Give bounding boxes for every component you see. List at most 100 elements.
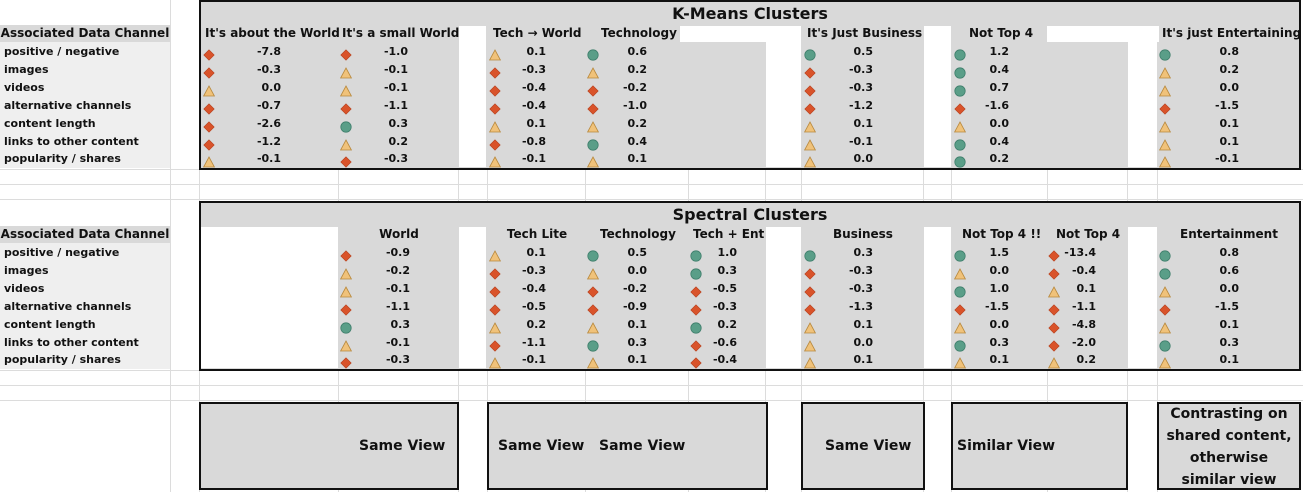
triangle-icon <box>953 265 967 280</box>
spectral-column-header: Tech + Ent <box>693 227 765 241</box>
kmeans-column-header: It's a small World <box>342 26 460 40</box>
diamond-icon <box>489 265 501 280</box>
spectral-cell-value: -1.1 <box>521 335 546 349</box>
spectral-cell-value: -0.4 <box>712 353 737 367</box>
diamond-icon <box>804 100 816 115</box>
kmeans-cell-value: -7.8 <box>256 45 281 58</box>
spectral-cell-value: -0.4 <box>521 281 546 295</box>
kmeans-cell-value: -0.4 <box>521 98 546 112</box>
circle-icon <box>587 46 599 61</box>
kmeans-cell-value: 1.2 <box>989 45 1010 58</box>
kmeans-cell-value: -0.1 <box>848 134 873 148</box>
spectral-column-header: World <box>379 227 419 241</box>
spectral-cell-value: -0.3 <box>385 353 410 367</box>
triangle-icon <box>339 136 353 150</box>
kmeans-cell-value: -1.0 <box>383 45 408 58</box>
kmeans-cell-value: -0.1 <box>1214 152 1239 166</box>
diamond-icon <box>1048 247 1060 262</box>
diamond-icon <box>340 301 352 316</box>
spectral-cell-value: 0.3 <box>853 246 874 259</box>
diamond-icon <box>489 136 501 151</box>
spectral-cell-value: 0.3 <box>390 317 411 331</box>
spectral-cell-value: 0.1 <box>1076 281 1097 295</box>
diamond-icon <box>489 64 501 79</box>
kmeans-cell-value: 0.0 <box>261 80 282 94</box>
circle-icon <box>587 136 599 151</box>
spectral-cell-value: 0.1 <box>1219 353 1240 367</box>
triangle-icon <box>803 153 817 168</box>
triangle-icon <box>1158 136 1172 150</box>
triangle-icon <box>339 64 353 79</box>
diamond-icon <box>1159 301 1171 316</box>
diamond-icon <box>804 301 816 316</box>
triangle-icon <box>586 265 600 280</box>
kmeans-cell-value: -1.2 <box>256 134 281 148</box>
diamond-icon <box>690 337 702 352</box>
spectral-cell-value: -1.1 <box>385 299 410 313</box>
kmeans-title: K-Means Clusters <box>672 4 828 23</box>
spectral-row-label: content length <box>4 318 96 331</box>
circle-icon <box>954 247 966 262</box>
kmeans-cell-value: 0.2 <box>627 62 648 76</box>
spectral-cell-value: -0.5 <box>521 299 546 313</box>
kmeans-row-label: links to other content <box>4 135 139 148</box>
kmeans-cell-value: 0.2 <box>989 152 1010 166</box>
triangle-icon <box>1158 64 1172 79</box>
kmeans-cell-value: -0.1 <box>383 62 408 76</box>
same-view-label: Same View <box>825 438 912 454</box>
spectral-assoc-header: Associated Data Channel <box>0 226 170 243</box>
same-view-label: Same View <box>498 438 585 454</box>
spectral-cell-value: 0.3 <box>717 263 738 277</box>
triangle-icon <box>202 153 216 168</box>
spectral-cell-value: -1.5 <box>1214 299 1239 313</box>
kmeans-cell-value: -0.8 <box>521 134 546 148</box>
triangle-icon <box>803 354 817 369</box>
spectral-cell-value: 0.3 <box>1219 335 1240 349</box>
triangle-icon <box>1047 283 1061 298</box>
kmeans-cell-value: -1.1 <box>383 98 408 112</box>
kmeans-cell-value: 0.2 <box>1219 62 1240 76</box>
spectral-cell-value: -13.4 <box>1064 246 1096 259</box>
kmeans-cell-value: -0.1 <box>256 152 281 166</box>
same-view-label: Same View <box>359 438 446 454</box>
kmeans-cell-value: 0.6 <box>627 45 648 58</box>
spectral-cell-value: -0.9 <box>622 299 647 313</box>
spectral-title: Spectral Clusters <box>672 205 828 224</box>
kmeans-row-label: images <box>4 63 49 76</box>
kmeans-cell-value: -1.6 <box>984 98 1009 112</box>
kmeans-column-header: It's just Entertaining <box>1162 26 1302 40</box>
kmeans-column-header: Tech → World <box>493 26 582 40</box>
kmeans-cell-value: 0.5 <box>853 45 874 58</box>
triangle-icon <box>586 319 600 333</box>
diamond-icon <box>804 82 816 97</box>
diamond-icon <box>804 64 816 79</box>
triangle-icon <box>339 82 353 97</box>
spectral-cell-value: 0.3 <box>627 335 648 349</box>
circle-icon <box>690 265 702 280</box>
kmeans-cell-value: 0.4 <box>989 134 1010 148</box>
diamond-icon <box>954 100 966 115</box>
circle-icon <box>954 46 966 61</box>
kmeans-cell-value: -1.0 <box>622 98 647 112</box>
spectral-cell-value: 0.1 <box>627 317 648 331</box>
circle-icon <box>954 64 966 79</box>
triangle-icon <box>339 283 353 298</box>
circle-icon <box>954 153 966 168</box>
kmeans-row-label: videos <box>4 81 45 94</box>
triangle-icon <box>1158 283 1172 298</box>
triangle-icon <box>1158 118 1172 132</box>
kmeans-column-header: It's about the World <box>205 26 340 40</box>
spectral-cell-value: -0.6 <box>712 335 737 349</box>
kmeans-cell-value: 0.0 <box>1219 80 1240 94</box>
spectral-cell-value: -0.2 <box>622 281 647 295</box>
circle-icon <box>954 136 966 151</box>
kmeans-cell-value: -2.6 <box>256 116 281 130</box>
kmeans-assoc-header: Associated Data Channel <box>0 25 170 42</box>
kmeans-cell-value: -0.1 <box>383 80 408 94</box>
kmeans-row-label: positive / negative <box>4 45 120 58</box>
kmeans-column-header: Not Top 4 <box>969 26 1034 40</box>
diamond-icon <box>203 118 215 133</box>
spectral-row-label: videos <box>4 282 45 295</box>
circle-icon <box>1159 247 1171 262</box>
spectral-column-header: Entertainment <box>1180 227 1278 241</box>
